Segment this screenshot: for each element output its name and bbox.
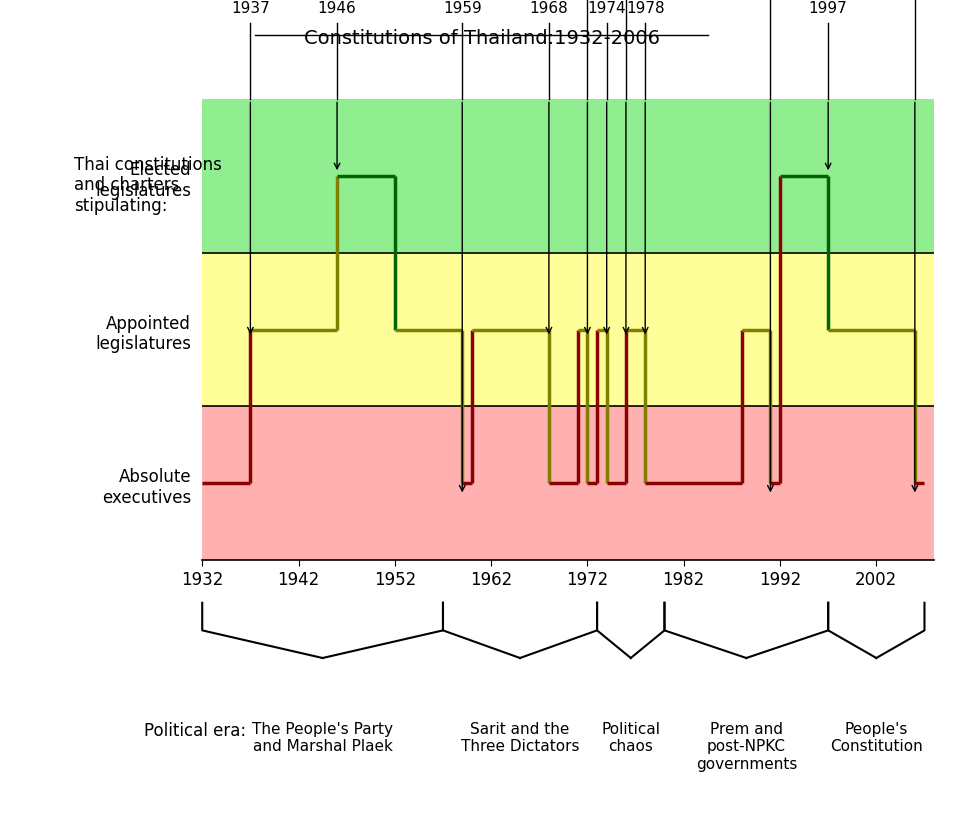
Bar <box>202 407 934 560</box>
Bar <box>202 253 934 407</box>
Text: Political era:: Political era: <box>144 721 247 739</box>
Text: 1974: 1974 <box>587 1 626 16</box>
Text: 1937: 1937 <box>231 1 270 16</box>
Bar <box>202 100 934 253</box>
Text: 1946: 1946 <box>318 1 356 16</box>
Text: 1968: 1968 <box>530 1 568 16</box>
Text: The People's Party
and Marshal Plaek: The People's Party and Marshal Plaek <box>252 721 393 753</box>
Text: People's
Constitution: People's Constitution <box>830 721 923 753</box>
Text: Prem and
post-NPKC
governments: Prem and post-NPKC governments <box>695 721 797 771</box>
Text: Thai constitutions
and charters
stipulating:: Thai constitutions and charters stipulat… <box>74 155 222 215</box>
Text: 1959: 1959 <box>443 1 482 16</box>
Text: 1978: 1978 <box>626 1 664 16</box>
Text: Constitutions of Thailand:1932-2006: Constitutions of Thailand:1932-2006 <box>303 29 660 48</box>
Text: Political
chaos: Political chaos <box>601 721 661 753</box>
Text: 1997: 1997 <box>809 1 847 16</box>
Text: Sarit and the
Three Dictators: Sarit and the Three Dictators <box>460 721 580 753</box>
